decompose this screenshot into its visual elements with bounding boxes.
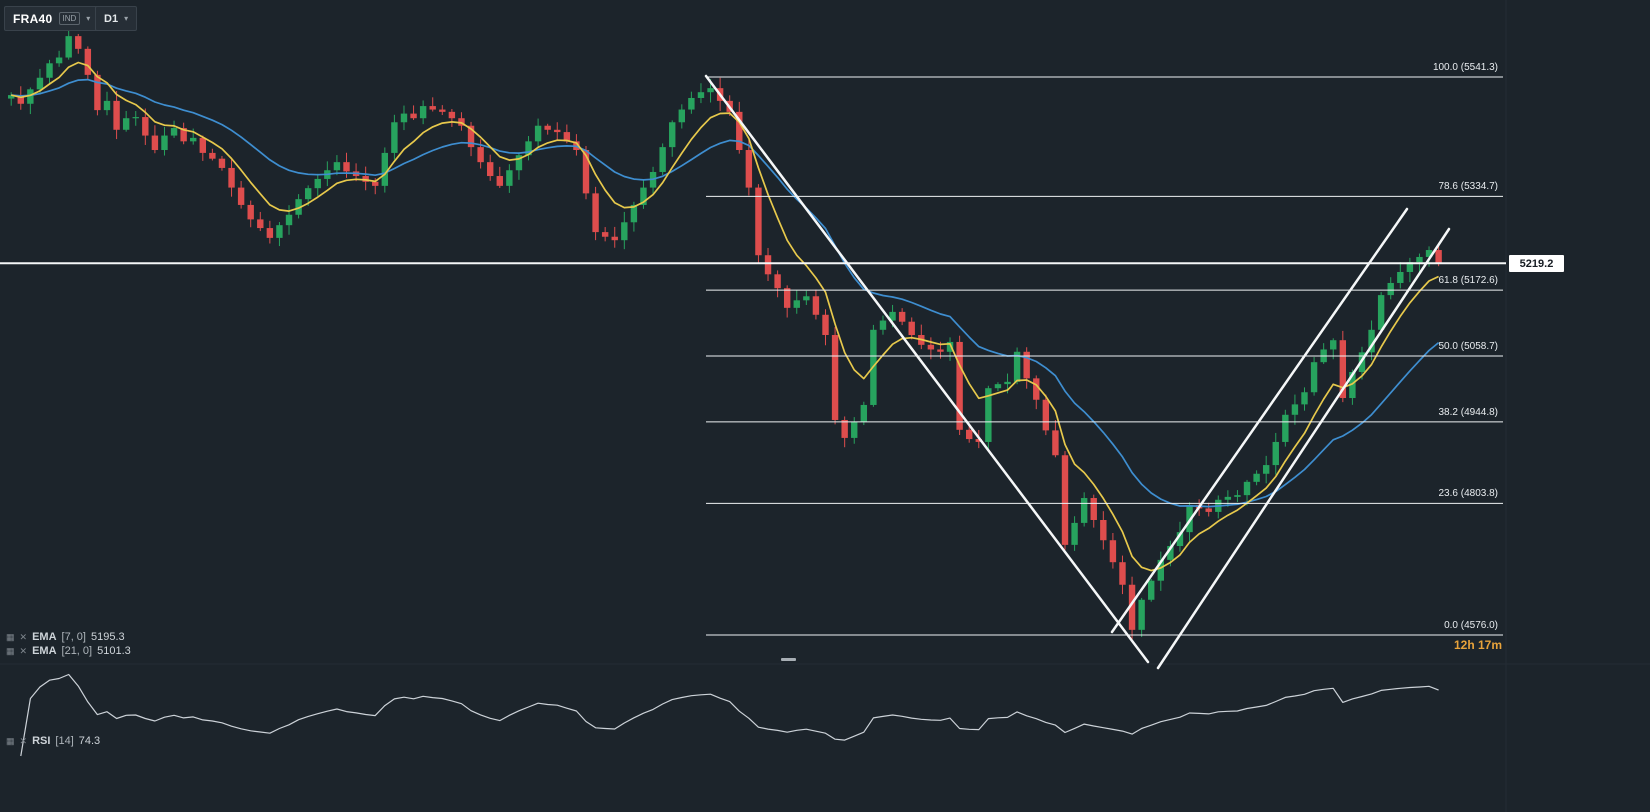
indicator-settings-icon[interactable]: ▦: [6, 632, 15, 642]
indicator-remove-icon[interactable]: ✕: [19, 646, 28, 656]
fib-level-label: 23.6 (4803.8): [1438, 488, 1499, 500]
indicator-name: EMA: [32, 645, 57, 657]
indicator-settings-icon[interactable]: ▦: [6, 736, 15, 746]
instrument-type-badge: IND: [58, 12, 81, 25]
timeframe-selector[interactable]: D1 ▾: [95, 6, 138, 31]
chevron-down-icon: ▾: [86, 14, 91, 23]
indicator-value: 5101.3: [97, 645, 131, 657]
rsi-line: [20, 673, 1439, 757]
fib-level-label: 78.6 (5334.7): [1438, 181, 1499, 193]
symbol-name: FRA40: [13, 11, 53, 26]
indicator-legend-rsi: ▦ ✕ RSI [14] 74.3: [6, 735, 100, 747]
fib-level-label: 38.2 (4944.8): [1438, 406, 1499, 418]
ema-21-line: [11, 78, 1440, 508]
ema-7-line: [11, 61, 1439, 572]
fib-level-label: 50.0 (5058.7): [1438, 340, 1499, 352]
candlestick-series[interactable]: [8, 28, 1442, 640]
indicator-remove-icon[interactable]: ✕: [19, 632, 28, 642]
timeframe-label: D1: [104, 12, 119, 25]
fib-level-label: 100.0 (5541.3): [1432, 62, 1498, 73]
indicator-settings-icon[interactable]: ▦: [6, 646, 15, 656]
indicator-legend-ema21: ▦ ✕ EMA [21, 0] 5101.3: [6, 645, 131, 657]
symbol-selector[interactable]: FRA40 IND ▾: [4, 6, 100, 31]
current-price-flag: 5219.2: [1509, 255, 1564, 273]
candle-close-countdown: 12h 17m: [1453, 638, 1502, 653]
indicator-value: 74.3: [78, 735, 101, 747]
indicator-value: 5195.3: [90, 631, 125, 643]
fib-level-label: 61.8 (5172.6): [1438, 275, 1499, 287]
chevron-down-icon: ▾: [124, 14, 129, 23]
indicator-remove-icon[interactable]: ✕: [19, 736, 28, 746]
indicator-name: EMA: [32, 631, 57, 643]
trend-lines[interactable]: [704, 74, 1451, 670]
indicator-params: [21, 0]: [61, 645, 93, 657]
indicator-params: [7, 0]: [61, 631, 86, 643]
indicator-legend-ema7: ▦ ✕ EMA [7, 0] 5195.3: [6, 631, 125, 643]
indicator-name: RSI: [32, 735, 51, 747]
panel-splitter-handle[interactable]: [781, 658, 796, 661]
indicator-params: [14]: [55, 735, 74, 747]
fibonacci-retracement[interactable]: [706, 76, 1503, 636]
fib-level-label: 0.0 (4576.0): [1444, 620, 1498, 632]
